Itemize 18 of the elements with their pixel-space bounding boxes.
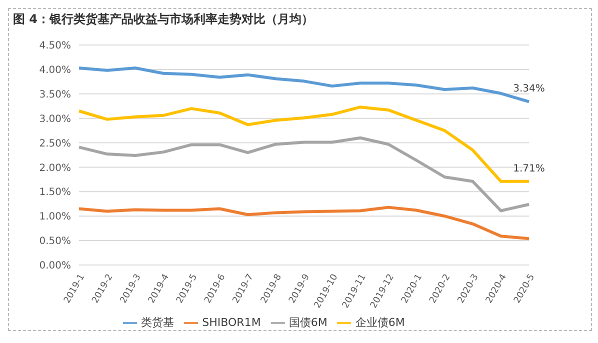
y-tick-label: 3.00% (39, 114, 71, 125)
legend-label: 企业债6M (355, 316, 405, 329)
legend-label: 类货基 (141, 316, 174, 329)
y-tick-label: 1.50% (39, 187, 71, 198)
y-tick-label: 0.50% (39, 236, 71, 248)
data-label: 1.71% (513, 163, 545, 174)
y-tick-label: 2.50% (39, 138, 71, 150)
line-series (78, 206, 530, 240)
y-tick-label: 2.00% (39, 162, 71, 174)
legend-label: SHIBOR1M (202, 316, 261, 329)
y-tick-label: 4.50% (39, 40, 71, 52)
y-tick-label: 1.00% (39, 212, 71, 223)
chart-title: 图 4：银行类货基产品收益与市场利率走势对比（月均） (12, 11, 315, 28)
legend-label: 国债6M (288, 316, 328, 329)
data-label: 3.34% (513, 84, 545, 95)
y-tick-label: 3.50% (39, 89, 71, 100)
y-tick-label: 0.00% (39, 260, 71, 272)
y-tick-label: 4.00% (39, 64, 71, 76)
